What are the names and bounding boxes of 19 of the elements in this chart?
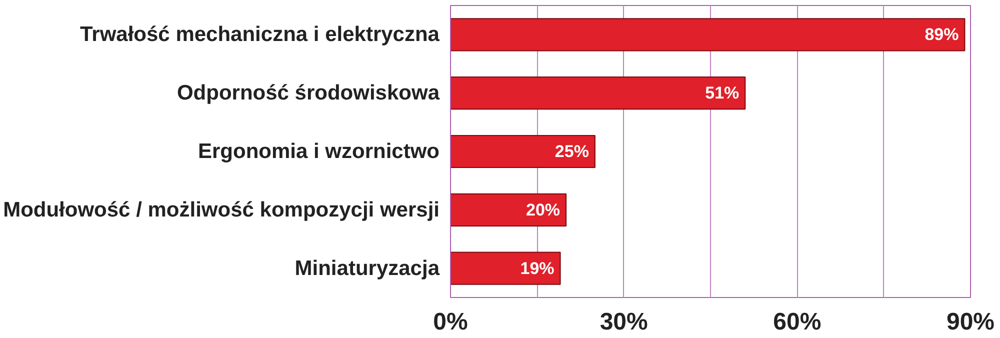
bar bbox=[450, 76, 746, 110]
x-tick-label: 60% bbox=[773, 308, 822, 336]
bar bbox=[450, 134, 596, 168]
y-tick-label: Odporność środowiskowa bbox=[176, 82, 440, 105]
y-tick-label: Modułowość / możliwość kompozycji wersji bbox=[3, 198, 440, 222]
data-label: 89% bbox=[924, 25, 959, 44]
y-tick-label: Ergonomia i wzornictwo bbox=[198, 140, 440, 163]
bar bbox=[450, 252, 561, 285]
data-label: 25% bbox=[554, 142, 589, 161]
bar bbox=[450, 193, 567, 226]
x-tick-label: 0% bbox=[433, 308, 468, 336]
x-tick-label: 90% bbox=[946, 308, 995, 336]
data-label: 51% bbox=[705, 84, 740, 103]
data-label: 19% bbox=[520, 258, 554, 278]
data-label: 20% bbox=[526, 200, 560, 220]
y-tick-label: Miniaturyzacja bbox=[294, 256, 440, 280]
x-tick-label: 30% bbox=[600, 308, 648, 336]
bar bbox=[450, 18, 966, 52]
y-tick-label: Trwałość mechaniczna i elektryczna bbox=[80, 23, 440, 46]
